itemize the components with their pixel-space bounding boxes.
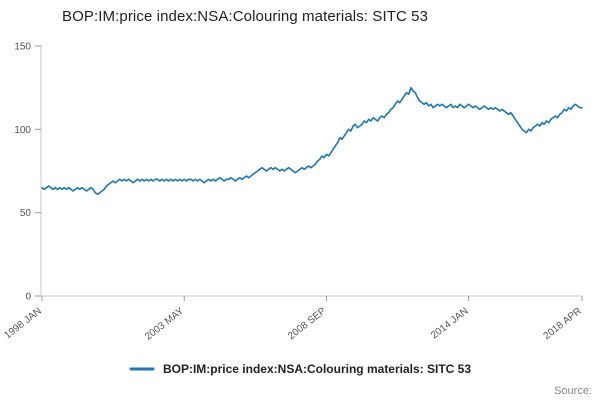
legend-line-swatch	[129, 367, 155, 371]
svg-text:50: 50	[20, 208, 32, 219]
x-axis-tick-label: 2014 JAN	[429, 306, 470, 342]
data-line	[41, 86, 583, 196]
x-axis-tick-label: 2003 MAY	[143, 305, 186, 342]
source-label: Source:	[554, 385, 592, 397]
x-axis-tick-label: 2008 SEP	[286, 306, 329, 343]
svg-text:150: 150	[14, 42, 31, 53]
x-axis-tick-label: 2018 APR	[542, 306, 584, 342]
svg-text:0: 0	[25, 292, 31, 303]
x-axis-tick-label: 1998 JAN	[2, 306, 43, 342]
svg-text:100: 100	[14, 125, 31, 136]
chart-title: BOP:IM:price index:NSA:Colouring materia…	[62, 8, 429, 25]
legend: BOP:IM:price index:NSA:Colouring materia…	[0, 362, 600, 376]
plot-area: 0 50 100 150 1998 JAN 2003 MAY 2008 SEP 2014 JA…	[2, 42, 584, 343]
legend-label: BOP:IM:price index:NSA:Colouring materia…	[162, 362, 472, 376]
